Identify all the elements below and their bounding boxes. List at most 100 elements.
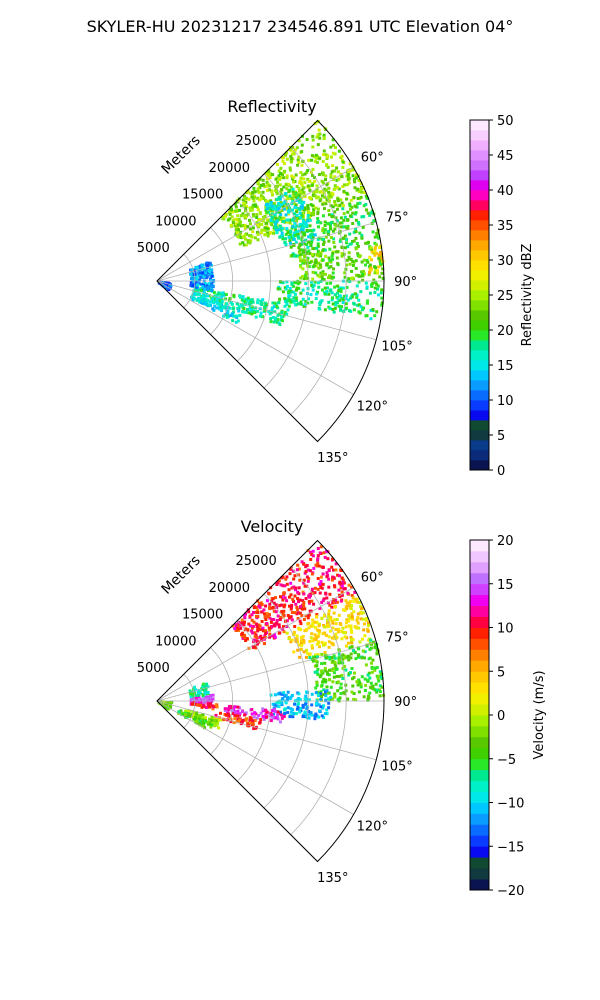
velocity-colorbar-label: Velocity (m/s)	[532, 670, 547, 759]
azimuth-tick-label: 60°	[361, 151, 384, 166]
colorbar-swatch	[470, 400, 489, 411]
azimuth-tick-label: 120°	[357, 819, 388, 834]
colorbar-swatch	[470, 250, 489, 261]
azimuth-tick-label: 120°	[357, 399, 388, 414]
range-tick-label: 15000	[182, 188, 223, 203]
range-tick-label: 20000	[209, 581, 250, 596]
colorbar-tick-label: −5	[497, 753, 516, 768]
echo-region	[223, 704, 286, 724]
colorbar-swatch	[470, 360, 489, 371]
colorbar-swatch	[470, 130, 489, 141]
colorbar-swatch	[470, 660, 489, 672]
azimuth-gridline	[156, 280, 354, 395]
echo-region	[192, 286, 291, 326]
colorbar-tick-label: 0	[497, 709, 505, 724]
azimuth-gridline	[156, 700, 377, 761]
colorbar-tick-label: 20	[497, 324, 514, 339]
echo-region	[308, 638, 385, 703]
azimuth-gridline	[156, 700, 354, 815]
azimuth-tick-label: 75°	[386, 211, 409, 226]
colorbar-swatch	[470, 240, 489, 251]
range-tick-label: 20000	[209, 161, 250, 176]
colorbar-swatch	[470, 583, 489, 596]
azimuth-gridline	[156, 587, 354, 702]
colorbar-swatch	[470, 649, 489, 661]
colorbar-tick-label: 50	[497, 114, 514, 129]
colorbar-swatch	[470, 704, 489, 716]
azimuth-tick-label: 90°	[394, 275, 417, 290]
colorbar-swatch	[470, 270, 489, 281]
colorbar-swatch	[470, 280, 489, 291]
colorbar-swatch	[470, 370, 489, 381]
echo-region	[177, 709, 214, 730]
colorbar-swatch	[470, 638, 489, 650]
colorbar-tick-label: 10	[497, 622, 514, 637]
colorbar-swatch	[470, 802, 489, 814]
colorbar-tick-label: 5	[497, 429, 505, 444]
colorbar-swatch	[470, 220, 489, 231]
colorbar-swatch	[470, 180, 489, 191]
echo-region	[269, 689, 333, 721]
colorbar-tick-label: −15	[497, 840, 524, 855]
colorbar-swatch	[470, 150, 489, 161]
colorbar-swatch	[470, 605, 489, 617]
colorbar-swatch	[470, 725, 489, 738]
colorbar-swatch	[470, 671, 489, 683]
colorbar-swatch	[470, 572, 489, 585]
azimuth-gridline	[156, 167, 354, 282]
azimuth-gridline	[156, 280, 377, 341]
azimuth-tick-label: 105°	[381, 339, 412, 354]
colorbar-tick-label: 35	[497, 219, 514, 234]
colorbar-swatch	[470, 868, 489, 880]
sector-frame	[156, 539, 385, 863]
sector-frame	[156, 119, 385, 443]
colorbar-tick-label: 10	[497, 394, 514, 409]
colorbar-swatch	[470, 879, 489, 891]
range-tick-label: 15000	[182, 608, 223, 623]
echo-region	[189, 701, 219, 711]
colorbar-swatch	[470, 693, 489, 705]
echo-region	[264, 187, 317, 247]
colorbar-tick-label: −10	[497, 797, 524, 812]
colorbar-swatch	[470, 310, 489, 321]
colorbar-tick-label: 45	[497, 149, 514, 164]
azimuth-gridline	[156, 221, 377, 282]
colorbar-swatch	[470, 846, 489, 858]
colorbar-swatch	[470, 813, 489, 825]
azimuth-tick-label: 90°	[394, 695, 417, 710]
colorbar-tick-label: 0	[497, 464, 505, 479]
colorbar-swatch	[470, 682, 489, 694]
colorbar-swatch	[470, 340, 489, 351]
colorbar-swatch	[470, 460, 489, 471]
colorbar-swatch	[470, 857, 489, 869]
colorbar-swatch	[470, 330, 489, 341]
range-tick-label: 10000	[155, 635, 196, 650]
colorbar-swatch	[470, 791, 489, 803]
azimuth-gridline	[156, 641, 377, 702]
colorbar-swatch	[470, 540, 489, 552]
echo-layer	[157, 120, 385, 326]
colorbar-swatch	[470, 140, 489, 151]
colorbar-swatch	[470, 550, 489, 563]
colorbar-swatch	[470, 450, 489, 461]
colorbar-swatch	[470, 835, 489, 847]
range-tick-label: 10000	[155, 215, 196, 230]
velocity-title: Velocity	[241, 517, 304, 536]
azimuth-tick-label: 75°	[386, 631, 409, 646]
colorbar-tick-label: 30	[497, 254, 514, 269]
colorbar-swatch	[470, 769, 489, 782]
echo-region	[276, 279, 384, 321]
echo-region	[284, 196, 381, 258]
colorbar-swatch	[470, 780, 489, 792]
figure-title: SKYLER-HU 20231217 234546.891 UTC Elevat…	[87, 17, 514, 36]
reflectivity-radial-label: Meters	[159, 133, 204, 178]
colorbar-swatch	[470, 170, 489, 181]
colorbar-swatch	[470, 430, 489, 441]
range-tick-label: 5000	[137, 241, 170, 256]
range-tick-label: 25000	[235, 134, 276, 149]
colorbar-swatch	[470, 290, 489, 301]
colorbar-swatch	[470, 120, 489, 131]
colorbar-tick-label: 40	[497, 184, 514, 199]
colorbar-swatch	[470, 320, 489, 331]
azimuth-tick-label: 135°	[317, 871, 348, 886]
